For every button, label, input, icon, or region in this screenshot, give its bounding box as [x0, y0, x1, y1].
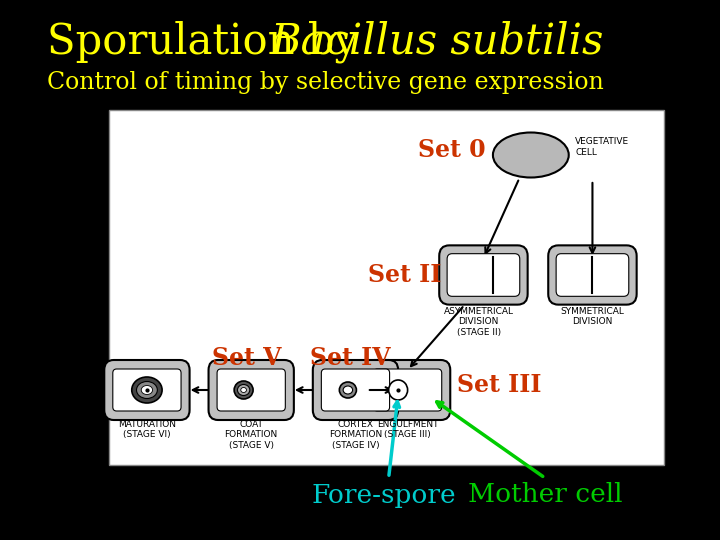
Ellipse shape: [141, 386, 153, 395]
Text: Mother cell: Mother cell: [468, 483, 622, 508]
Text: VEGETATIVE
CELL: VEGETATIVE CELL: [575, 137, 629, 157]
Circle shape: [389, 380, 408, 400]
Ellipse shape: [137, 381, 158, 399]
FancyBboxPatch shape: [217, 369, 285, 411]
Text: Fore-spore: Fore-spore: [312, 483, 456, 508]
Text: CORTEX
FORMATION
(STAGE IV): CORTEX FORMATION (STAGE IV): [329, 420, 382, 450]
FancyBboxPatch shape: [365, 360, 450, 420]
Text: Set II: Set II: [369, 263, 442, 287]
FancyBboxPatch shape: [209, 360, 294, 420]
Ellipse shape: [339, 382, 356, 398]
Text: Set IV: Set IV: [310, 346, 391, 370]
Text: Set V: Set V: [212, 346, 281, 370]
Ellipse shape: [343, 386, 353, 394]
FancyBboxPatch shape: [109, 110, 664, 465]
FancyBboxPatch shape: [113, 369, 181, 411]
Text: Bacillus subtilis: Bacillus subtilis: [271, 21, 605, 63]
FancyBboxPatch shape: [556, 254, 629, 296]
Text: Set III: Set III: [457, 373, 541, 397]
Text: Set 0: Set 0: [418, 138, 485, 162]
Ellipse shape: [132, 377, 162, 403]
Text: MATURATION
(STAGE VI): MATURATION (STAGE VI): [118, 420, 176, 440]
FancyBboxPatch shape: [548, 245, 636, 305]
Text: ASYMMETRICAL
DIVISION
(STAGE II): ASYMMETRICAL DIVISION (STAGE II): [444, 307, 513, 337]
FancyBboxPatch shape: [321, 369, 390, 411]
Ellipse shape: [240, 388, 246, 393]
Text: ENGULFMENT
(STAGE III): ENGULFMENT (STAGE III): [377, 420, 438, 440]
Text: SYMMETRICAL
DIVISION: SYMMETRICAL DIVISION: [560, 307, 624, 326]
Ellipse shape: [238, 384, 250, 395]
FancyBboxPatch shape: [447, 254, 520, 296]
Text: COAT
FORMATION
(STAGE V): COAT FORMATION (STAGE V): [225, 420, 278, 450]
Text: Sporulation by: Sporulation by: [48, 21, 372, 63]
FancyBboxPatch shape: [312, 360, 398, 420]
Text: Control of timing by selective gene expression: Control of timing by selective gene expr…: [48, 71, 604, 93]
FancyBboxPatch shape: [374, 369, 442, 411]
Ellipse shape: [234, 381, 253, 399]
Ellipse shape: [493, 132, 569, 178]
FancyBboxPatch shape: [439, 245, 528, 305]
FancyBboxPatch shape: [104, 360, 189, 420]
